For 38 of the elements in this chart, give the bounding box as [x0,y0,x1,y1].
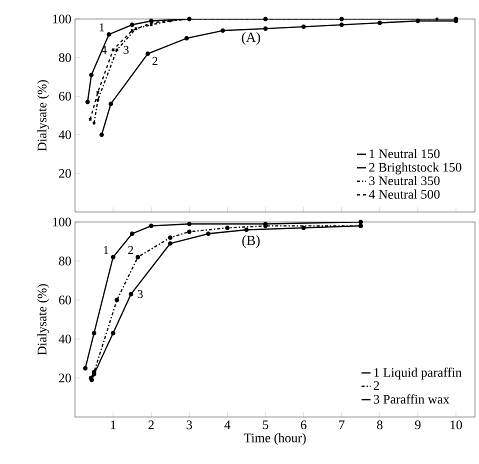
x-tick-label: 10 [450,420,462,430]
y-tick-label: 60 [59,296,71,304]
y-tick-label: 20 [59,374,71,382]
x-axis-title: Time (hour) [244,433,306,445]
text: (B) [242,235,260,248]
text: (A) [242,32,260,45]
y-tick-label: 40 [58,334,71,344]
annotation: 2 [152,56,158,65]
x-tick-label: 9 [415,420,421,430]
y-tick-label: 20 [59,169,71,178]
y-tick-label: 100 [53,218,71,226]
annotation: 3 [124,46,129,54]
y-tick-label: 80 [58,53,71,62]
annotation: 2 [128,246,133,254]
y-tick-label: 40 [58,130,71,140]
annotation: 3 [138,290,143,298]
x-tick-label: 5 [262,420,268,430]
legend-label: 1 Liquid paraffin [374,368,462,380]
x-tick-label: 8 [377,420,383,430]
y-tick-label: 60 [59,92,71,101]
legend-label: 2 [374,381,380,390]
x-tick-label: 7 [339,420,345,430]
x-tick-label: 4 [224,420,230,430]
y-tick-label: 80 [58,256,71,266]
annotation: 1 [104,246,108,254]
legend-label: 4 Neutral 500 [368,190,440,199]
y-tick-label: 100 [53,14,71,24]
x-tick-label: 6 [300,420,306,430]
annotation: 1 [100,23,104,32]
y-axis-title: Dialysate (%) [37,80,50,152]
legend-label: 2 Brightstock 150 [369,162,462,174]
y-axis-title: Dialysate (%) [37,284,50,356]
x-tick-label: 2 [148,420,154,430]
legend-label: 1 Neutral 150 [370,149,440,158]
legend-label: 3 Neutral 350 [369,176,440,186]
x-tick-label: 3 [186,420,192,430]
x-tick-label: 1 [110,420,116,430]
legend-label: 3 Paraffin wax [374,394,450,404]
